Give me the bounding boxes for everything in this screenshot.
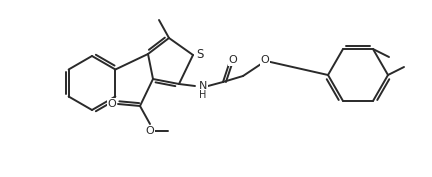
Text: O: O — [229, 55, 237, 65]
Text: O: O — [108, 99, 116, 109]
Text: O: O — [260, 55, 270, 65]
Text: N: N — [199, 81, 207, 91]
Text: O: O — [146, 126, 154, 136]
Text: H: H — [199, 90, 206, 100]
Text: S: S — [196, 48, 203, 61]
